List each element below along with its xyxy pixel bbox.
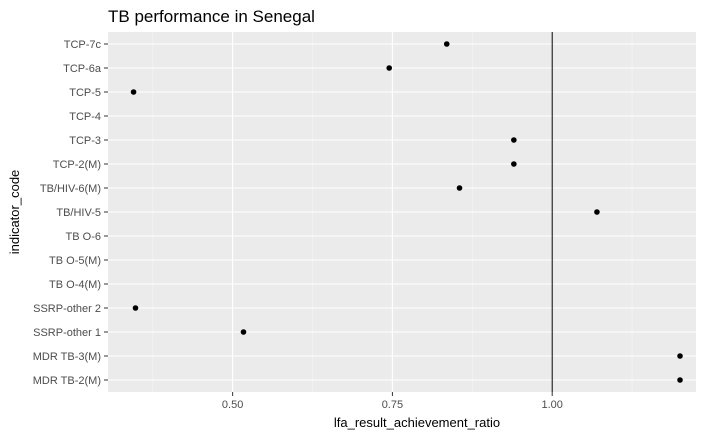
data-points (130, 41, 683, 383)
x-tick-label: 0.75 (382, 399, 403, 411)
x-tick-label: 0.50 (222, 399, 243, 411)
y-tick-label: TB/HIV-6(M) (40, 183, 101, 195)
data-point (677, 353, 683, 359)
y-tick-label: TB O-4(M) (49, 279, 101, 291)
y-tick-label: MDR TB-2(M) (33, 375, 101, 387)
y-tick-label: MDR TB-3(M) (33, 351, 101, 363)
x-axis-title: lfa_result_achievement_ratio (334, 415, 500, 430)
y-tick-label: TCP-7c (64, 39, 102, 51)
y-tick-label: TCP-6a (63, 63, 102, 75)
data-point (386, 65, 393, 71)
x-axis-ticks: 0.50 0.75 1.00 (222, 392, 563, 411)
grid-layer (108, 32, 696, 392)
data-point (511, 137, 517, 143)
data-point (677, 377, 683, 383)
y-tick-label: TCP-3 (69, 135, 101, 147)
data-point (132, 305, 139, 311)
y-tick-label: SSRP-other 1 (33, 327, 101, 339)
y-tick-label: TCP-4 (69, 111, 101, 123)
x-tick-label: 1.00 (541, 399, 562, 411)
y-tick-label: TB/HIV-5 (56, 207, 101, 219)
y-axis-title: indicator_code (7, 170, 22, 255)
y-tick-label: SSRP-other 2 (33, 303, 101, 315)
data-point (594, 209, 600, 215)
y-tick-label: TB O-5(M) (49, 255, 101, 267)
data-point (443, 41, 450, 47)
y-tick-label: TCP-2(M) (53, 159, 101, 171)
y-tick-label: TB O-6 (66, 231, 101, 243)
y-tick-label: TCP-5 (69, 87, 101, 99)
data-point (130, 89, 137, 95)
data-point (240, 329, 247, 335)
chart-title: TB performance in Senegal (108, 7, 315, 26)
data-point (511, 161, 517, 167)
y-axis-ticks: TCP-7c TCP-6a TCP-5 TCP-4 TCP-3 TCP-2(M) TB/HI… (33, 39, 108, 387)
data-point (456, 185, 463, 191)
